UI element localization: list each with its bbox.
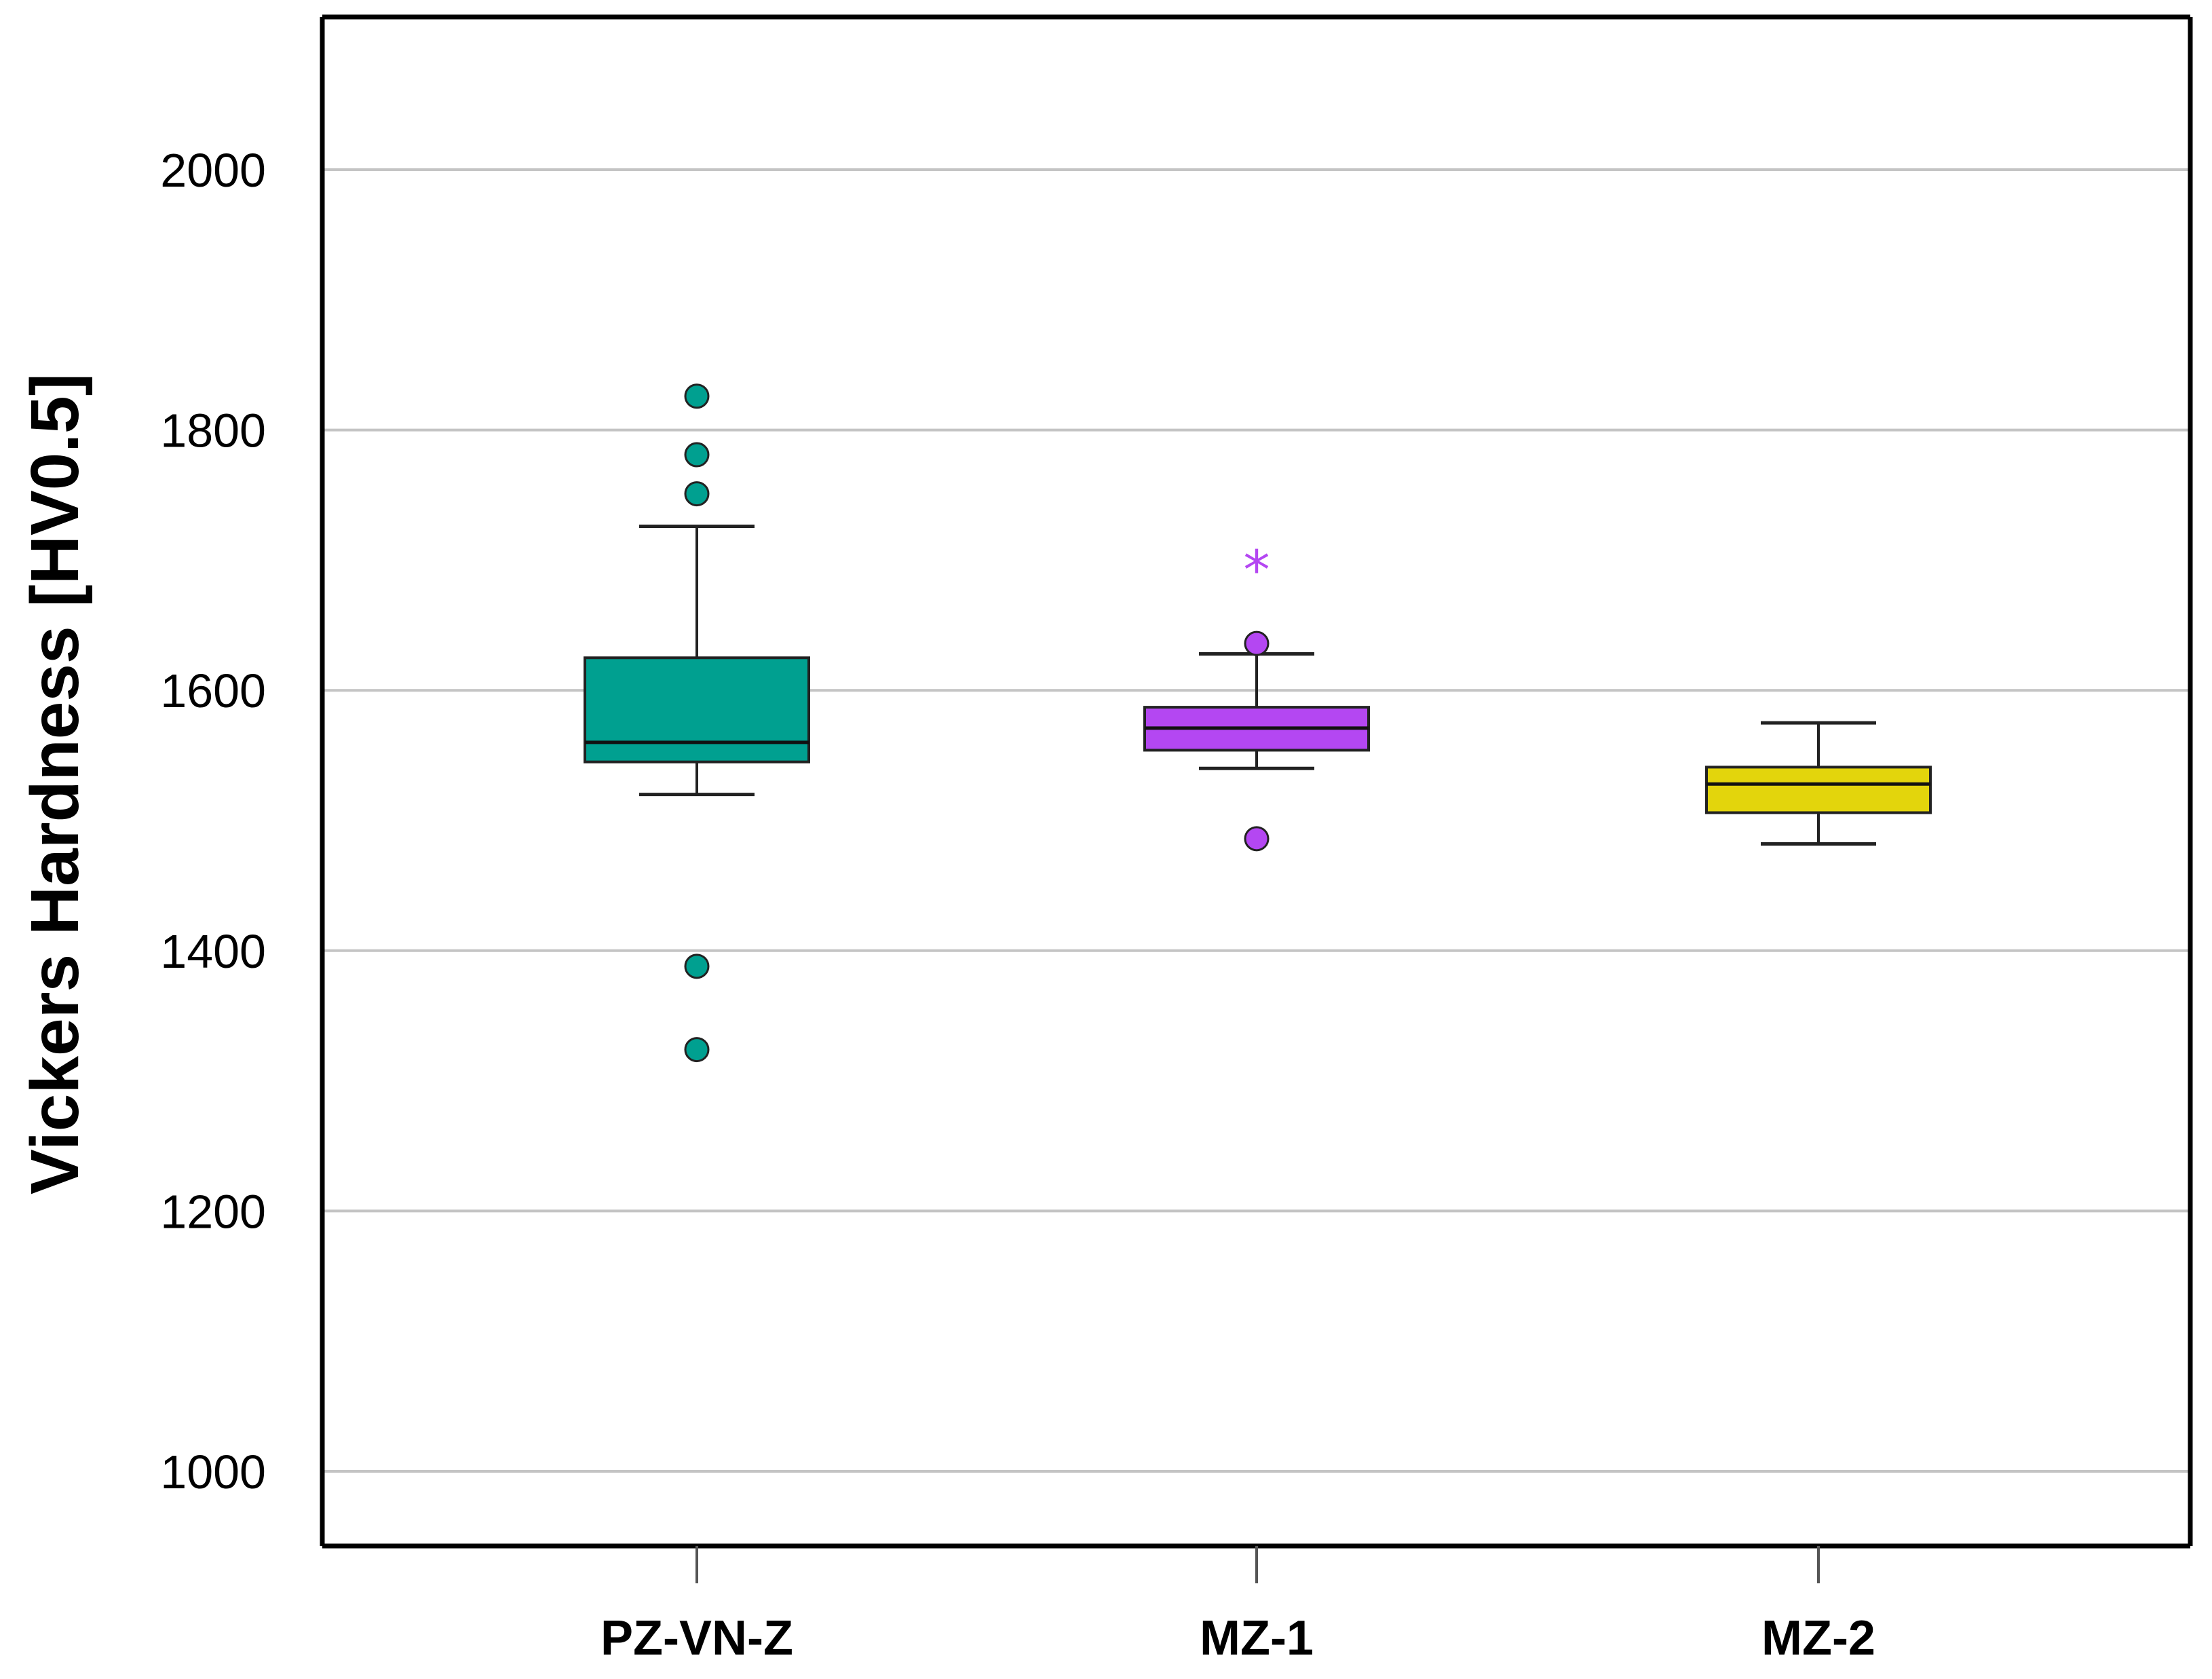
box-group-pz-vn-z <box>584 525 810 797</box>
y-tick-label-1800: 1800 <box>160 404 266 457</box>
extreme-point-mz-1-0: * <box>1244 540 1270 601</box>
box-group-mz-1 <box>1143 652 1370 770</box>
x-tick-label-mz-2: MZ-2 <box>1761 1611 1875 1665</box>
y-axis-title: Vickers Hardness [HV0.5] <box>17 373 93 1194</box>
outlier-points: * <box>684 383 1270 1063</box>
outlier-point-mz-1-0 <box>1244 630 1270 656</box>
y-tick-label-2000: 2000 <box>160 144 266 197</box>
outlier-point-mz-1-1 <box>1244 826 1270 852</box>
box-pz-vn-z <box>584 656 810 763</box>
boxes <box>584 525 1932 846</box>
outlier-point-pz-vn-z-2 <box>684 481 710 507</box>
x-tick-label-mz-1: MZ-1 <box>1200 1611 1314 1665</box>
x-tick-label-pz-vn-z: PZ-VN-Z <box>600 1611 793 1665</box>
plot-frame <box>320 14 2193 1549</box>
y-tick-label-1000: 1000 <box>160 1446 266 1498</box>
box-group-mz-2 <box>1705 721 1932 846</box>
outlier-point-pz-vn-z-3 <box>684 954 710 979</box>
box-mz-2 <box>1705 766 1932 814</box>
y-tick-label-1400: 1400 <box>160 925 266 978</box>
outlier-point-pz-vn-z-1 <box>684 442 710 468</box>
y-tick-label-1200: 1200 <box>160 1185 266 1238</box>
x-axis-ticks: PZ-VN-Z MZ-1 MZ-2 <box>600 1546 1875 1665</box>
y-axis-ticks: 1000 1200 1400 1600 1800 2000 <box>160 144 266 1498</box>
y-tick-label-1600: 1600 <box>160 664 266 717</box>
outlier-point-pz-vn-z-4 <box>684 1037 710 1063</box>
outlier-point-pz-vn-z-0 <box>684 383 710 409</box>
